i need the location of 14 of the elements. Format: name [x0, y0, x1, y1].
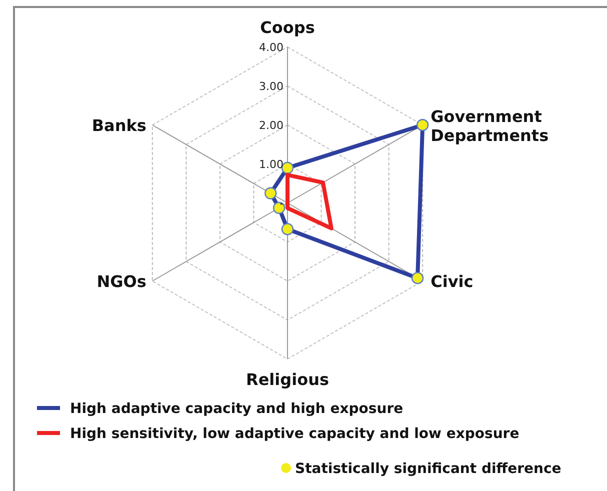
y-tick-label: 4.00: [259, 41, 284, 54]
y-tick-label: 2.00: [259, 119, 284, 132]
spoke-label: Civic: [430, 272, 474, 291]
y-tick-label: 1.00: [259, 158, 284, 171]
spoke-label: NGOs: [96, 272, 146, 291]
legend-label: High adaptive capacity and high exposure: [70, 401, 404, 417]
spoke-label: Banks: [92, 116, 146, 135]
spoke-label: Religious: [246, 370, 329, 389]
spoke-label: Government Departments: [430, 107, 549, 145]
y-tick-label: 3.00: [259, 80, 284, 93]
spoke-label: Coops: [260, 18, 315, 37]
legend-label: High sensitivity, low adaptive capacity and low exposure: [70, 426, 520, 442]
text: Statistically significant difference: [295, 461, 562, 477]
y-tick-label: -: [280, 197, 284, 210]
